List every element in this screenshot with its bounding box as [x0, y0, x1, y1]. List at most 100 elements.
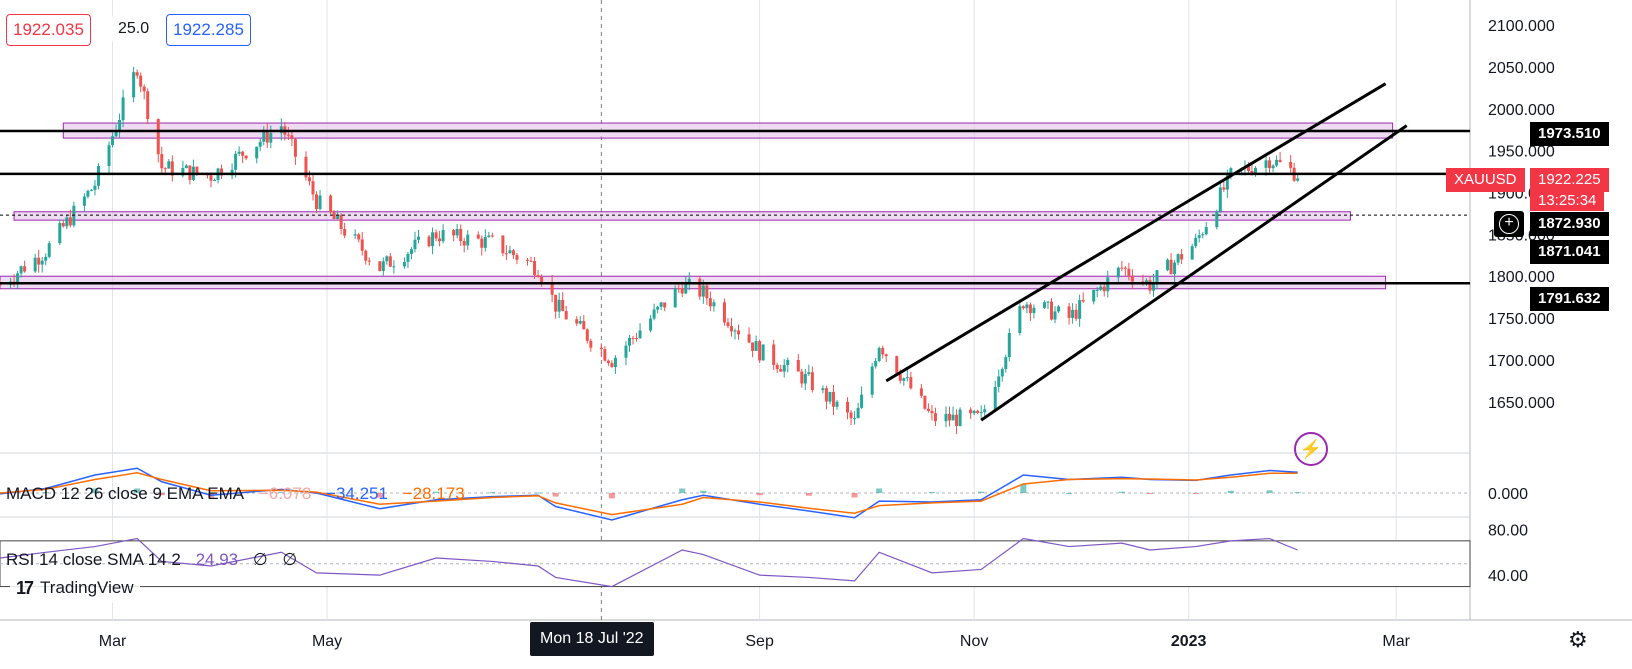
macd-histogram-bar [1066, 493, 1073, 494]
macd-signal-value: −28.173 [402, 484, 465, 503]
candle-body [357, 234, 361, 240]
candle-body [167, 161, 171, 169]
candle-body [304, 156, 308, 178]
candle-body [846, 401, 850, 413]
add-alert-plus-icon[interactable]: + [1494, 211, 1524, 237]
candle-body [121, 97, 125, 121]
candle-body [1225, 173, 1229, 190]
candle-body [40, 260, 44, 265]
candle-body [754, 341, 758, 351]
candle-body [311, 181, 315, 195]
candle-body [82, 196, 86, 206]
macd-signal-line [0, 471, 1298, 516]
candle-body [606, 360, 610, 364]
candle-body [969, 409, 973, 414]
macd-histogram-bar [978, 491, 985, 493]
macd-histogram-bar [1227, 490, 1234, 493]
candle-body [378, 261, 382, 271]
candle-body [708, 298, 712, 307]
trend-channel-line [980, 124, 1408, 422]
candle-body [631, 337, 635, 339]
candle-body [89, 189, 93, 191]
candle-body [1201, 234, 1205, 236]
trend-channel-line [885, 82, 1387, 383]
candle-body [951, 414, 955, 421]
candle-body [16, 273, 20, 283]
candle-body [65, 217, 69, 227]
candle-body [244, 155, 248, 159]
macd-line [0, 467, 1298, 521]
candle-body [1046, 301, 1050, 303]
candle-body [599, 347, 603, 350]
candle-body [234, 153, 238, 170]
macd-histogram-bar [158, 493, 165, 496]
tradingview-logo[interactable]: 17 TradingView [10, 573, 140, 603]
ask-price-box[interactable]: 1922.285 [166, 14, 251, 46]
candle-body [687, 278, 691, 283]
rsi-axis-label: 40.00 [1488, 568, 1528, 585]
rsi-legend[interactable]: RSI 14 close SMA 14 2 24.93 ∅ ∅ [6, 550, 307, 570]
macd-hist-value: −6.078 [258, 484, 312, 503]
candle-body [146, 91, 150, 120]
candle-body [392, 266, 396, 268]
candle-body [821, 388, 825, 391]
candle-body [286, 134, 290, 136]
candle-body [139, 75, 143, 87]
candle-body [905, 377, 909, 379]
candle-body [318, 195, 322, 210]
candle-body [466, 234, 470, 246]
candle-body [705, 285, 709, 299]
candle-body [835, 401, 839, 407]
candle-body [786, 360, 790, 366]
candle-body [930, 410, 934, 414]
candle-body [758, 341, 762, 361]
candle-body [1042, 302, 1046, 308]
candle-body [561, 299, 565, 312]
candle-body [1007, 333, 1011, 358]
bid-price-box[interactable]: 1922.035 [6, 14, 91, 46]
candle-body [870, 366, 874, 395]
candle-body [1169, 259, 1173, 275]
candle-body [860, 394, 864, 408]
candle-body [557, 299, 561, 312]
macd-histogram-bar [805, 493, 812, 496]
candle-body [828, 391, 832, 402]
candle-body [831, 391, 835, 407]
candle-body [307, 177, 311, 182]
candle-body [775, 364, 779, 370]
candle-body [1120, 267, 1124, 269]
candle-body [315, 194, 319, 210]
candle-body [33, 257, 37, 272]
candle-body [476, 234, 480, 239]
candle-body [1028, 304, 1032, 314]
candle-body [86, 190, 90, 197]
candle-body [627, 337, 631, 346]
candle-body [1155, 270, 1159, 282]
candle-body [237, 151, 241, 154]
candle-body [779, 369, 783, 372]
candle-body [1021, 306, 1025, 309]
candle-body [367, 260, 371, 262]
candle-body [698, 278, 702, 297]
candle-body [800, 371, 804, 384]
candle-body [677, 287, 681, 289]
lightning-icon[interactable]: ⚡ [1294, 432, 1328, 466]
candle-body [564, 311, 568, 320]
candle-body [659, 302, 663, 307]
candle-body [431, 232, 435, 247]
candle-body [111, 136, 115, 146]
candle-body [895, 356, 899, 375]
settings-gear-icon[interactable]: ⚙ [1568, 627, 1588, 652]
candle-body [262, 130, 266, 142]
candle-body [160, 154, 164, 169]
candle-body [526, 259, 530, 261]
candle-body [656, 306, 660, 310]
macd-legend[interactable]: MACD 12 26 close 9 EMA EMA −6.078 −34.25… [6, 484, 475, 504]
candle-body [540, 276, 544, 283]
candle-body [329, 195, 333, 213]
candle-body [343, 228, 347, 236]
candle-body [853, 418, 857, 420]
candle-body [1151, 281, 1155, 291]
